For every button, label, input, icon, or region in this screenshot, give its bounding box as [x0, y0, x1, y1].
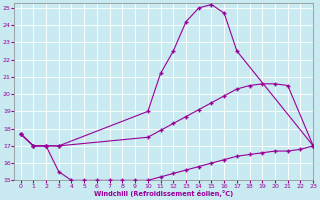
X-axis label: Windchill (Refroidissement éolien,°C): Windchill (Refroidissement éolien,°C) — [94, 190, 233, 197]
